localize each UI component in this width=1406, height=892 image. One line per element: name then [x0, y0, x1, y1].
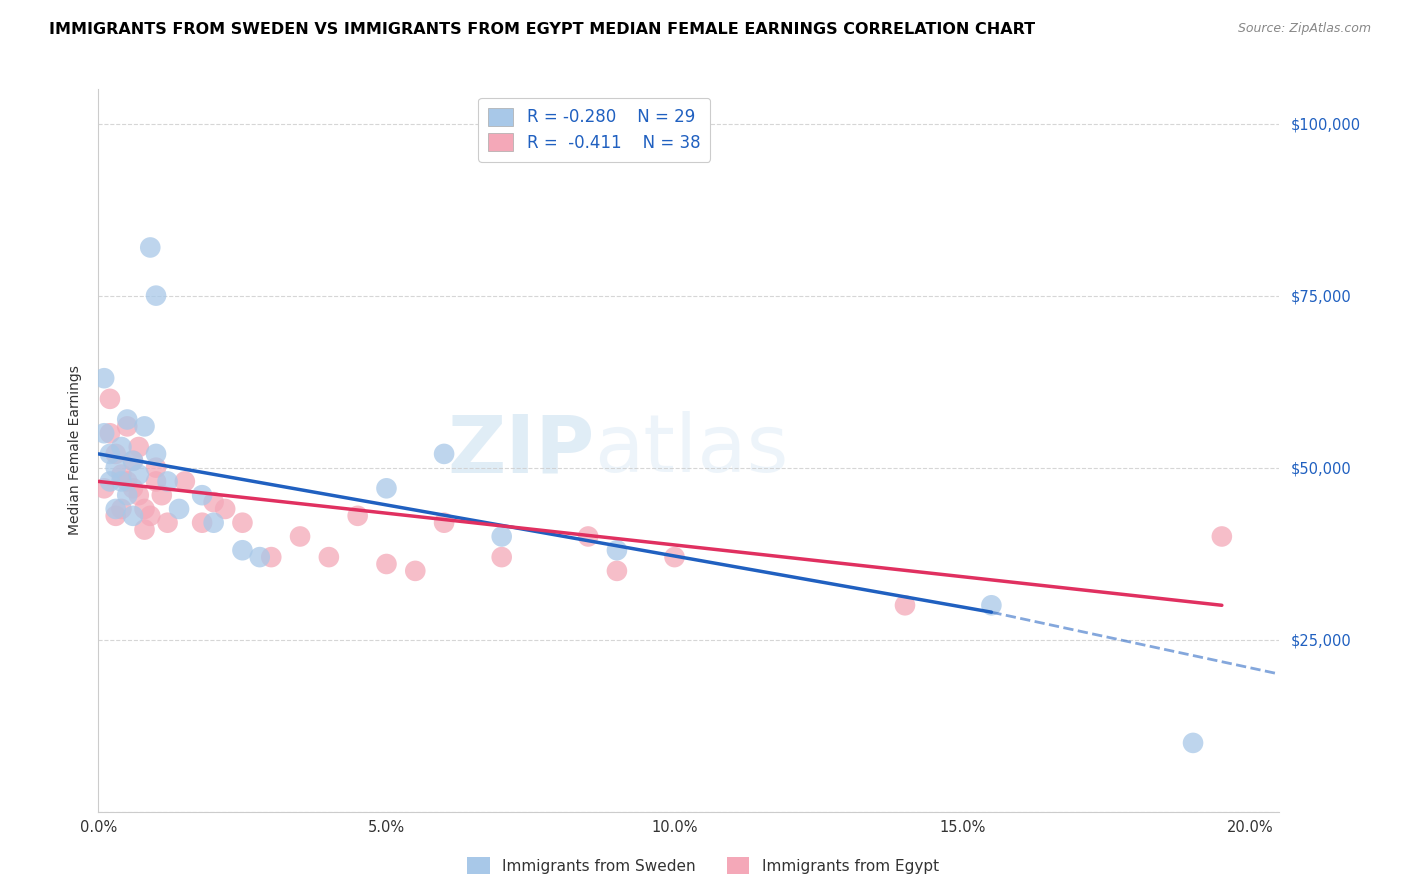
Point	[115, 412, 138, 426]
Point	[110, 440, 132, 454]
Point	[93, 371, 115, 385]
Point	[1182, 736, 1205, 750]
Point	[139, 240, 162, 254]
Point	[491, 550, 513, 565]
Point	[156, 516, 179, 530]
Point	[110, 475, 132, 489]
Point	[375, 557, 398, 571]
Legend: R = -0.280    N = 29, R =  -0.411    N = 38: R = -0.280 N = 29, R = -0.411 N = 38	[478, 97, 710, 161]
Point	[433, 447, 456, 461]
Point	[173, 475, 195, 489]
Point	[288, 529, 311, 543]
Point	[122, 508, 145, 523]
Point	[375, 481, 398, 495]
Point	[115, 419, 138, 434]
Point	[134, 523, 156, 537]
Point	[260, 550, 283, 565]
Point	[191, 488, 214, 502]
Point	[110, 502, 132, 516]
Point	[231, 543, 253, 558]
Point	[128, 467, 150, 482]
Point	[433, 516, 456, 530]
Point	[134, 502, 156, 516]
Legend: Immigrants from Sweden, Immigrants from Egypt: Immigrants from Sweden, Immigrants from …	[461, 851, 945, 880]
Point	[576, 529, 599, 543]
Text: Source: ZipAtlas.com: Source: ZipAtlas.com	[1237, 22, 1371, 36]
Text: atlas: atlas	[595, 411, 789, 490]
Point	[115, 475, 138, 489]
Point	[231, 516, 253, 530]
Point	[122, 454, 145, 468]
Point	[404, 564, 426, 578]
Point	[139, 508, 162, 523]
Point	[134, 419, 156, 434]
Text: IMMIGRANTS FROM SWEDEN VS IMMIGRANTS FROM EGYPT MEDIAN FEMALE EARNINGS CORRELATI: IMMIGRANTS FROM SWEDEN VS IMMIGRANTS FRO…	[49, 22, 1035, 37]
Point	[98, 426, 121, 441]
Point	[93, 481, 115, 495]
Text: ZIP: ZIP	[447, 411, 595, 490]
Point	[98, 447, 121, 461]
Point	[167, 502, 190, 516]
Point	[664, 550, 686, 565]
Point	[202, 516, 225, 530]
Point	[1211, 529, 1233, 543]
Point	[104, 502, 127, 516]
Point	[122, 454, 145, 468]
Point	[191, 516, 214, 530]
Point	[122, 481, 145, 495]
Point	[214, 502, 236, 516]
Point	[318, 550, 340, 565]
Point	[145, 288, 167, 302]
Point	[491, 529, 513, 543]
Point	[202, 495, 225, 509]
Point	[128, 488, 150, 502]
Point	[606, 564, 628, 578]
Point	[145, 475, 167, 489]
Point	[145, 447, 167, 461]
Point	[150, 488, 173, 502]
Point	[145, 460, 167, 475]
Point	[104, 508, 127, 523]
Point	[104, 447, 127, 461]
Point	[980, 599, 1002, 613]
Point	[104, 460, 127, 475]
Point	[110, 467, 132, 482]
Point	[894, 599, 917, 613]
Point	[606, 543, 628, 558]
Point	[98, 392, 121, 406]
Y-axis label: Median Female Earnings: Median Female Earnings	[69, 366, 83, 535]
Point	[156, 475, 179, 489]
Point	[93, 426, 115, 441]
Point	[115, 488, 138, 502]
Point	[249, 550, 271, 565]
Point	[128, 440, 150, 454]
Point	[346, 508, 368, 523]
Point	[98, 475, 121, 489]
